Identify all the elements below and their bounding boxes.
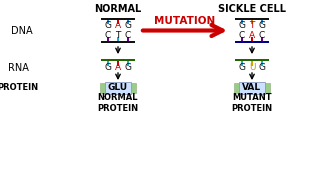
Text: G: G [105,21,112,30]
Text: MUTANT
PROTEIN: MUTANT PROTEIN [231,93,273,113]
Bar [261,61,263,66]
Text: DNA: DNA [11,25,33,36]
Text: A: A [249,30,255,40]
Text: G: G [258,63,265,73]
Text: G: G [239,21,246,30]
Text: A: A [115,63,121,73]
Bar [107,37,109,41]
Bar [101,41,135,43]
Bar [117,37,119,41]
Text: NORMAL: NORMAL [94,4,142,14]
Bar [241,61,243,66]
Text: VAL: VAL [242,84,262,92]
Bar [105,82,131,94]
Text: RNA: RNA [8,63,28,73]
Bar [241,20,243,24]
Bar [131,83,136,93]
Text: PROTEIN: PROTEIN [0,84,39,92]
Bar [235,18,269,20]
Text: A: A [115,21,121,30]
Text: G: G [105,63,112,73]
Bar [261,20,263,24]
Bar [251,61,253,66]
Bar [127,37,129,41]
Bar [261,37,263,41]
Bar [234,83,239,93]
Text: C: C [239,30,245,40]
Text: C: C [125,30,131,40]
Bar [100,83,105,93]
Bar [101,59,135,61]
Text: C: C [259,30,265,40]
Text: G: G [239,63,246,73]
Bar [127,61,129,66]
Bar [107,20,109,24]
Bar [235,41,269,43]
Bar [265,83,270,93]
Text: U: U [249,63,255,73]
Bar [127,20,129,24]
Bar [117,20,119,24]
Bar [235,59,269,61]
Text: C: C [105,30,111,40]
Text: G: G [258,21,265,30]
Bar [241,37,243,41]
Bar [239,82,265,94]
Bar [101,18,135,20]
Text: GLU: GLU [108,84,128,92]
Text: G: G [125,21,131,30]
Text: G: G [125,63,131,73]
Bar [117,61,119,66]
Text: MUTATION: MUTATION [155,15,216,25]
Text: T: T [115,30,121,40]
Text: T: T [249,21,255,30]
Bar [251,20,253,24]
Text: SICKLE CELL: SICKLE CELL [218,4,286,14]
Bar [251,37,253,41]
Text: NORMAL
PROTEIN: NORMAL PROTEIN [97,93,138,113]
Bar [107,61,109,66]
